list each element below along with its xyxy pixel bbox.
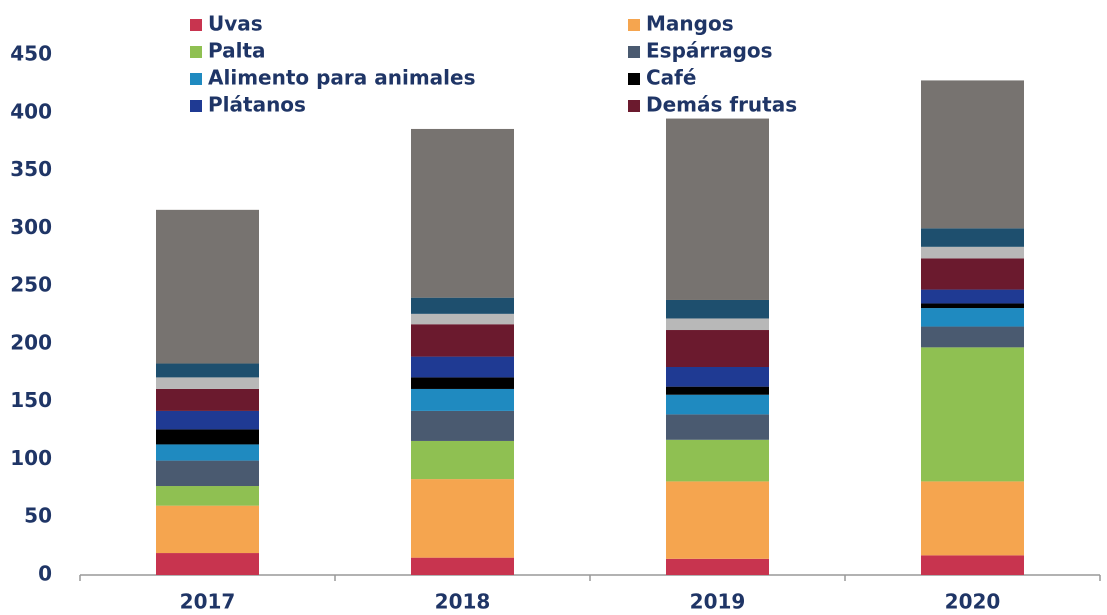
y-tick-label: 150: [10, 388, 52, 412]
legend-swatch: [628, 100, 640, 112]
bar-segment: [921, 481, 1024, 556]
bar-segment: [666, 439, 769, 482]
legend-label: Café: [646, 66, 696, 90]
y-tick-label: 0: [38, 562, 52, 586]
bar-segment: [156, 209, 259, 364]
legend-label: Demás frutas: [646, 93, 797, 117]
bar-segment: [666, 299, 769, 319]
y-tick-label: 50: [24, 504, 52, 528]
bar-segment: [666, 367, 769, 387]
bar-segment: [921, 326, 1024, 348]
legend-swatch: [628, 73, 640, 85]
bar-segment: [921, 80, 1024, 229]
bar-segment: [156, 553, 259, 575]
bar-segment: [666, 318, 769, 331]
bar-segment: [666, 330, 769, 367]
y-tick-label: 400: [10, 99, 52, 123]
y-tick-label: 300: [10, 215, 52, 239]
bar-segment: [921, 555, 1024, 575]
bar-segment: [666, 558, 769, 575]
legend-label: Plátanos: [208, 93, 306, 117]
legend-swatch: [190, 19, 202, 31]
y-tick-label: 350: [10, 157, 52, 181]
bar-segment: [156, 460, 259, 487]
legend-label: Mangos: [646, 12, 734, 36]
bar-segment: [411, 479, 514, 558]
x-tick-label: 2017: [180, 590, 236, 614]
bar-segment: [411, 297, 514, 314]
y-tick-label: 100: [10, 446, 52, 470]
bar-segment: [666, 394, 769, 415]
legend-label: Palta: [208, 39, 266, 63]
bar-segment: [411, 377, 514, 389]
x-tick-label: 2019: [690, 590, 746, 614]
bar-segment: [411, 388, 514, 411]
bar-segment: [156, 410, 259, 430]
legend-swatch: [628, 46, 640, 58]
bar-segment: [921, 228, 1024, 247]
y-tick-label: 450: [10, 42, 52, 66]
bar-segment: [411, 128, 514, 298]
bar-segment: [411, 410, 514, 441]
bar-segment: [411, 324, 514, 357]
legend-swatch: [190, 100, 202, 112]
y-tick-label: 250: [10, 273, 52, 297]
bar-segment: [156, 363, 259, 378]
legend-swatch: [190, 46, 202, 58]
legend-label: Espárragos: [646, 39, 773, 63]
bar-segment: [666, 414, 769, 440]
bar-segment: [921, 347, 1024, 482]
legend-label: Uvas: [208, 12, 263, 36]
bar-segment: [156, 377, 259, 389]
bar-segment: [156, 486, 259, 506]
legend-swatch: [190, 73, 202, 85]
bar-segment: [156, 429, 259, 445]
x-tick-label: 2020: [945, 590, 1001, 614]
bar-segment: [921, 289, 1024, 304]
x-tick-label: 2018: [435, 590, 491, 614]
bar-segment: [666, 481, 769, 559]
bar-segment: [156, 388, 259, 411]
bar-segment: [411, 440, 514, 480]
legend-label: Alimento para animales: [208, 66, 475, 90]
bar-segment: [921, 308, 1024, 327]
bar-segment: [666, 118, 769, 300]
bar-segment: [411, 313, 514, 325]
bar-segment: [921, 303, 1024, 309]
bar-segment: [666, 386, 769, 395]
legend-swatch: [628, 19, 640, 31]
bar-segment: [921, 246, 1024, 259]
bar-segment: [411, 356, 514, 378]
bar-segment: [156, 505, 259, 554]
y-tick-label: 200: [10, 330, 52, 354]
bar-segment: [921, 258, 1024, 290]
bar-segment: [156, 444, 259, 461]
bar-segment: [411, 557, 514, 575]
